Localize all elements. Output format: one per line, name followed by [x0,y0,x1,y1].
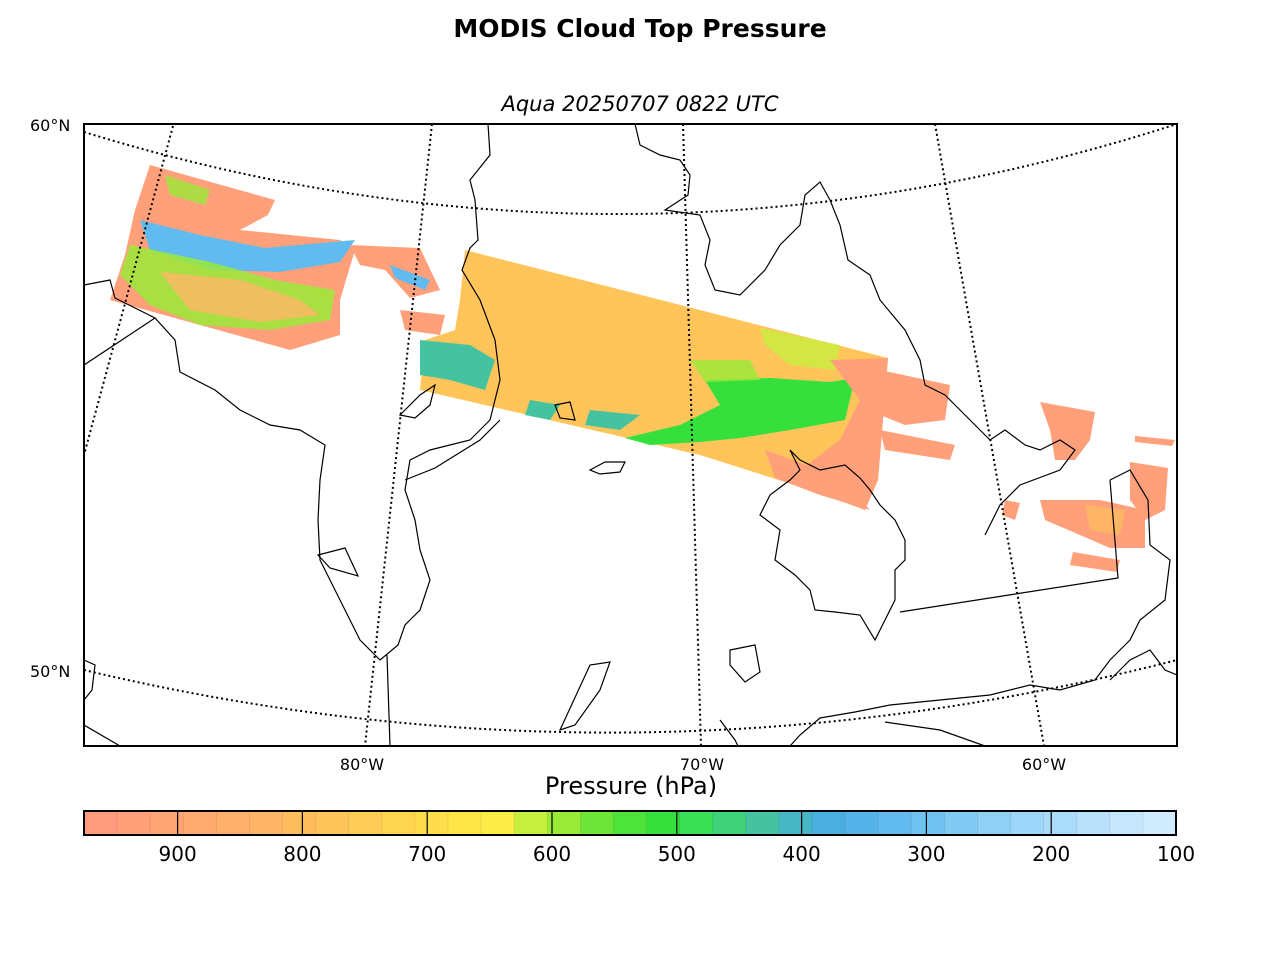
colorbar-segment [216,811,251,835]
colorbar-segment [778,811,813,835]
chart-subtitle: Aqua 20250707 0822 UTC [501,92,779,116]
lat-label-50n: 50°N [30,662,71,681]
lon-label-80w: 80°W [339,755,385,774]
colorbar-segment [745,811,780,835]
cloud-swath-west [110,165,445,350]
colorbar [84,811,1177,835]
colorbar-segment [448,811,482,835]
colorbar-segment [646,811,681,835]
colorbar-segment [414,811,449,835]
colorbar-segment [282,811,317,835]
lon-label-70w: 70°W [679,755,725,774]
colorbar-segment [514,811,548,835]
colorbar-segment [812,811,846,835]
colorbar-segment [679,811,714,835]
colorbar-frame [83,810,1177,836]
graticule [84,124,1177,746]
colorbar-segment [183,811,217,835]
colorbar-segment [613,811,648,835]
lon-label-60w: 60°W [1021,755,1067,774]
colorbar-segment [944,811,979,835]
coastlines [84,124,1177,746]
colorbar-segment [580,811,615,835]
colorbar-segment [1010,811,1045,835]
colorbar-segment [878,811,912,835]
colorbar-label: Pressure (hPa) [544,772,718,800]
lat-label-60n: 60°N [30,116,71,135]
colorbar-segment [150,811,184,835]
colorbar-segment [911,811,945,835]
colorbar-segment [1109,811,1144,835]
colorbar-segment [381,811,416,835]
colorbar-segment [1076,811,1111,835]
colorbar-segment [845,811,879,835]
cloud-patches-east [1002,402,1175,572]
cloud-swath-main [420,250,955,510]
colorbar-segment [1043,811,1078,835]
colorbar-segment [84,811,118,835]
colorbar-segment [348,811,383,835]
map-content [84,124,1177,746]
colorbar-segment [249,811,284,835]
colorbar-segment [117,811,151,835]
colorbar-segment [977,811,1012,835]
map-frame [83,123,1178,747]
colorbar-segment [481,811,515,835]
colorbar-segment [1142,811,1177,835]
chart-title: MODIS Cloud Top Pressure [453,14,827,43]
colorbar-segment [547,811,581,835]
colorbar-segment [712,811,747,835]
colorbar-segment [315,811,350,835]
